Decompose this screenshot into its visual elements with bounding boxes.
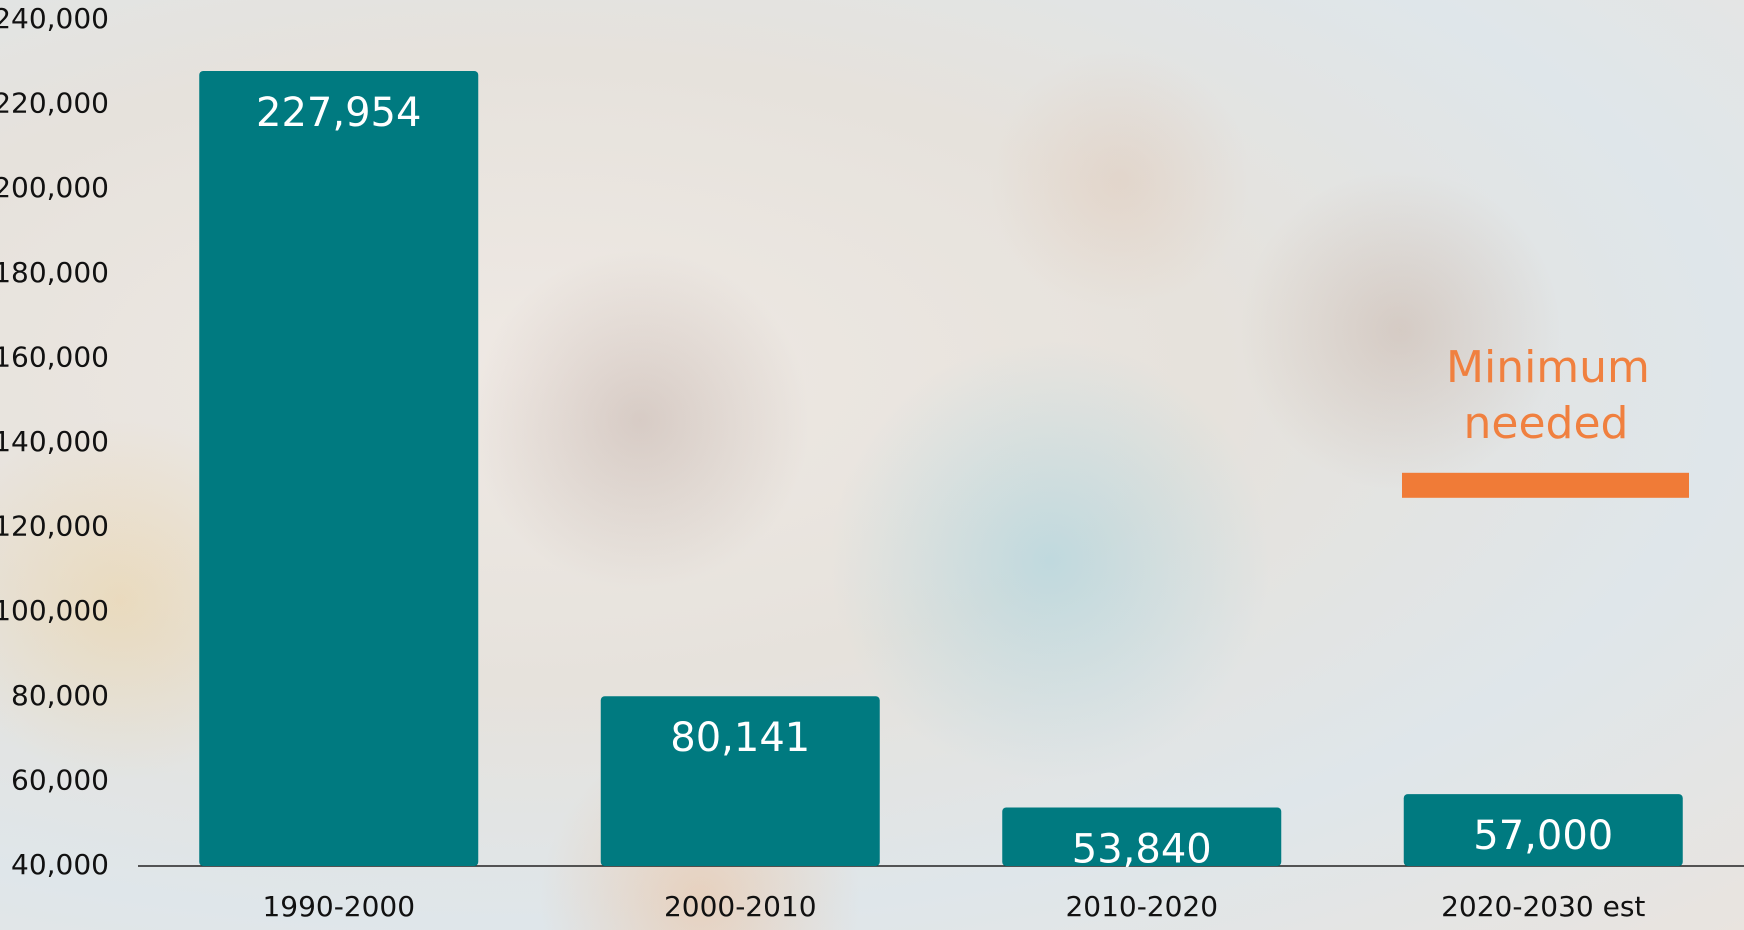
y-tick-label: 240,000 — [0, 2, 109, 35]
y-tick-label: 40,000 — [11, 848, 109, 881]
y-tick-label: 220,000 — [0, 87, 109, 120]
y-tick-label: 80,000 — [11, 679, 109, 712]
value-label: 227,954 — [256, 90, 421, 136]
y-tick-label: 100,000 — [0, 594, 109, 627]
y-tick-label: 120,000 — [0, 510, 109, 543]
bar — [600, 696, 880, 866]
bar — [1403, 794, 1683, 866]
x-tick-label: 2010-2020 — [1065, 890, 1218, 923]
value-label: 53,840 — [1072, 826, 1212, 872]
y-tick-label: 140,000 — [0, 425, 109, 458]
bar — [1002, 807, 1282, 866]
x-tick-label: 2000-2010 — [664, 890, 817, 923]
x-tick-label: 1990-2000 — [262, 890, 415, 923]
bar — [199, 70, 479, 866]
value-label: 80,141 — [670, 715, 810, 761]
y-tick-label: 200,000 — [0, 171, 109, 204]
y-tick-label: 60,000 — [11, 763, 109, 796]
annotation-text: Minimum needed — [1446, 342, 1650, 449]
y-tick-label: 180,000 — [0, 256, 109, 289]
minimum-line — [1402, 472, 1689, 498]
x-tick-label: 2020-2030 est — [1441, 890, 1645, 923]
value-label: 57,000 — [1473, 813, 1613, 859]
y-tick-label: 160,000 — [0, 340, 109, 373]
